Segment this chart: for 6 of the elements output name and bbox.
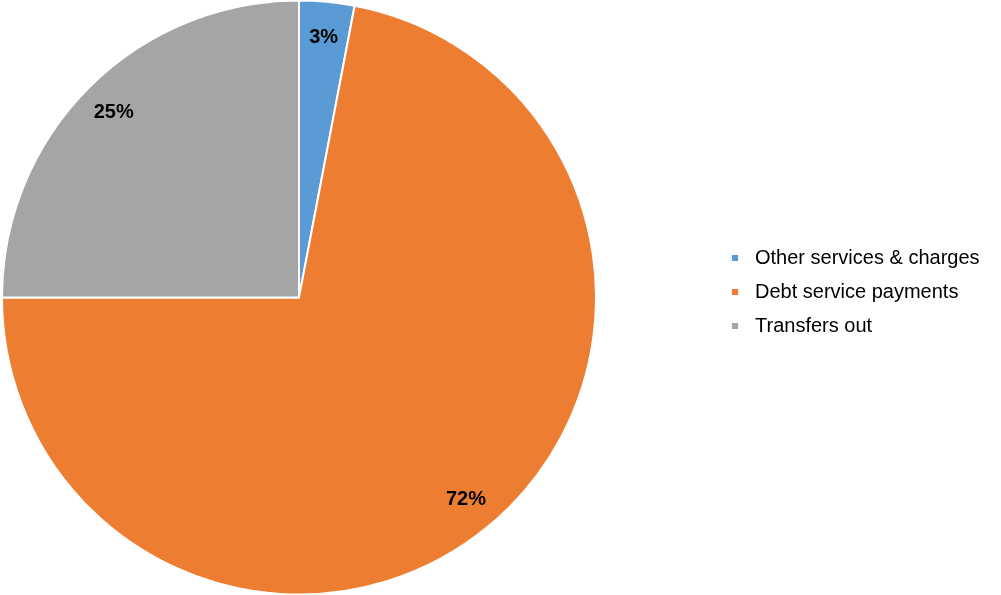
legend-label: Transfers out (755, 314, 873, 336)
data-label: 25% (93, 100, 134, 123)
legend-label: Other services & charges (755, 246, 980, 268)
data-label: 72% (445, 487, 487, 510)
data-label: 3% (309, 24, 339, 47)
legend-label: Debt service payments (755, 280, 959, 302)
